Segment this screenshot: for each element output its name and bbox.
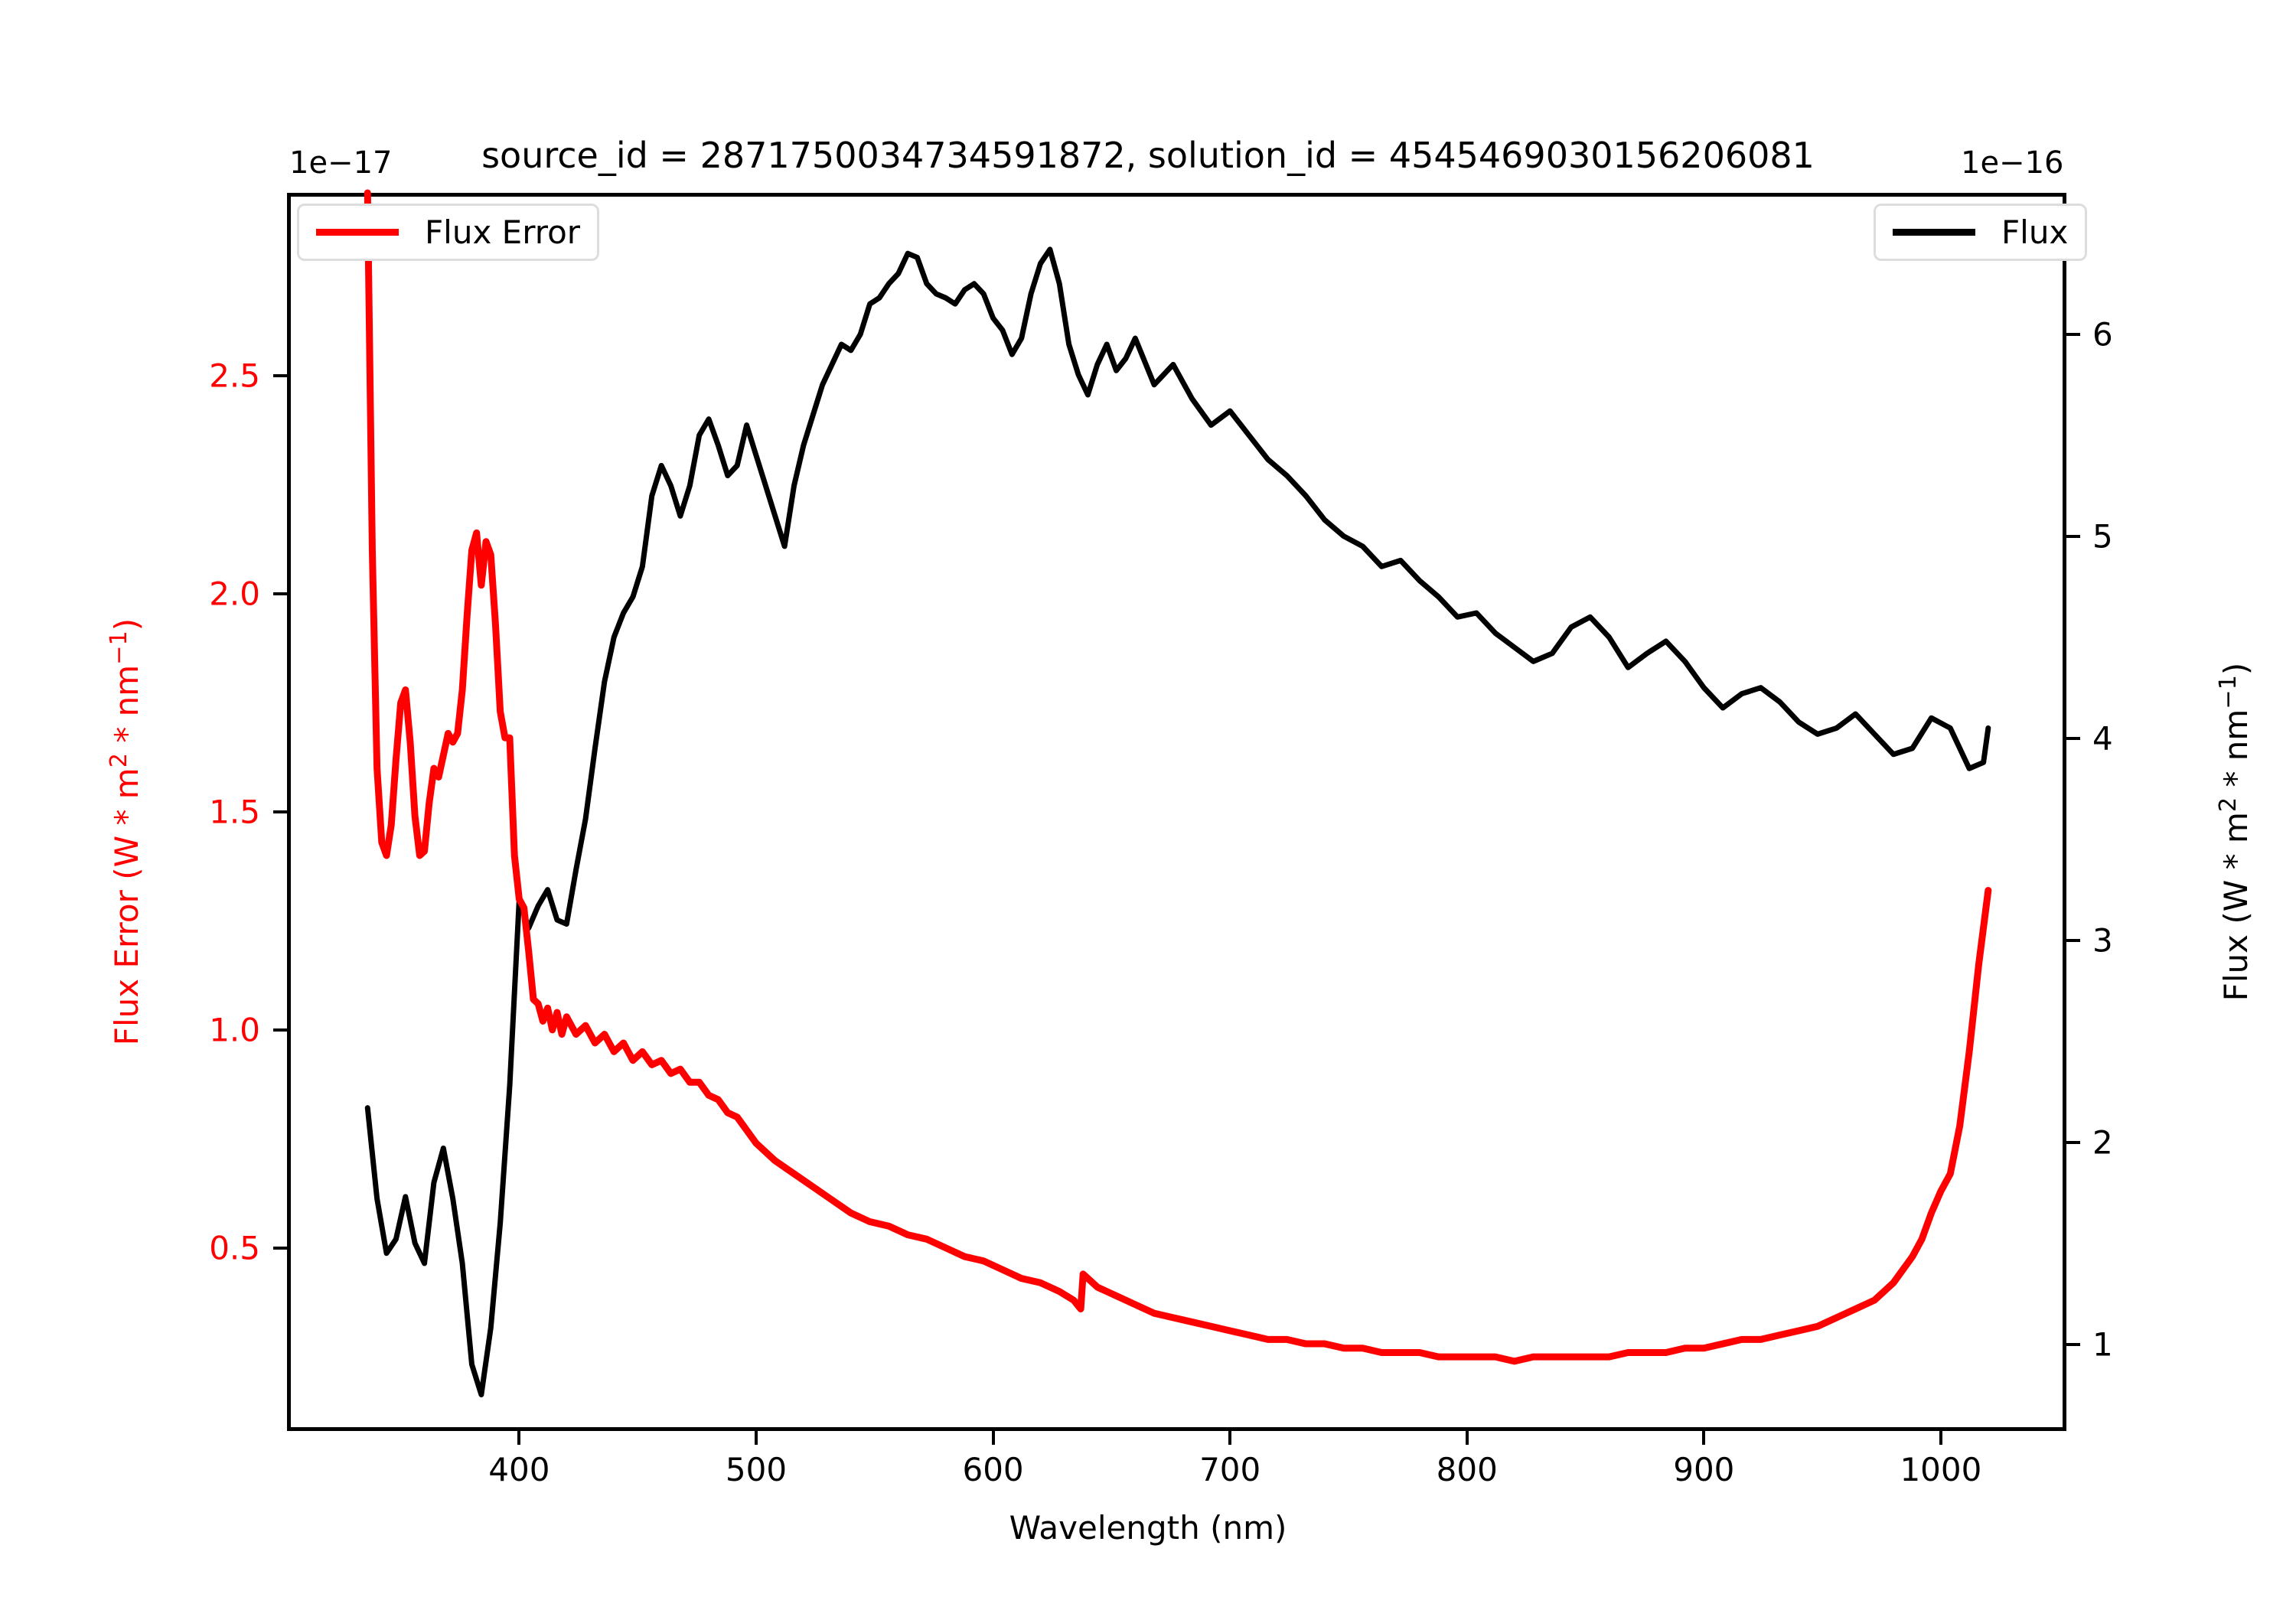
x-tick-label-500: 500 bbox=[725, 1451, 788, 1488]
right-y-tick-6 bbox=[2066, 332, 2080, 336]
left-y-tick-label-1.5: 1.5 bbox=[209, 793, 260, 831]
legend-flux[interactable]: Flux bbox=[1874, 204, 2088, 261]
right-y-axis-label-sup1: 2 bbox=[2215, 797, 2242, 813]
right-y-axis-label-sup2: −1 bbox=[2215, 675, 2242, 709]
x-tick-label-600: 600 bbox=[962, 1451, 1024, 1488]
right-y-tick-label-5: 5 bbox=[2092, 517, 2113, 556]
left-y-axis-label-mid: * nm bbox=[108, 664, 145, 754]
left-axis-offset-text: 1e−17 bbox=[289, 145, 393, 181]
x-tick-label-700: 700 bbox=[1199, 1451, 1261, 1488]
right-y-tick-label-4: 4 bbox=[2092, 719, 2113, 758]
right-y-tick-label-1: 1 bbox=[2092, 1325, 2113, 1363]
legend-swatch-flux bbox=[1893, 229, 1975, 236]
left-y-axis-label-suffix: ) bbox=[108, 618, 145, 631]
right-y-tick-label-3: 3 bbox=[2092, 921, 2113, 960]
x-tick-label-400: 400 bbox=[488, 1451, 550, 1488]
legend-flux-error[interactable]: Flux Error bbox=[297, 204, 600, 261]
left-y-axis-label: Flux Error (W * m2 * nm−1) bbox=[106, 296, 145, 1367]
right-y-tick-3 bbox=[2066, 938, 2080, 942]
left-y-axis-label-sup1: 2 bbox=[106, 753, 132, 768]
legend-label-flux-error: Flux Error bbox=[425, 214, 581, 251]
right-y-tick-5 bbox=[2066, 534, 2080, 538]
left-y-tick-label-1.0: 1.0 bbox=[209, 1011, 260, 1049]
chart-title: source_id = 2871750034734591872, solutio… bbox=[481, 135, 1815, 176]
left-y-tick-1.0 bbox=[273, 1028, 287, 1032]
left-y-tick-label-2.0: 2.0 bbox=[209, 575, 260, 613]
flux-line bbox=[364, 246, 1991, 1397]
right-y-tick-label-2: 2 bbox=[2092, 1123, 2113, 1162]
x-tick-900 bbox=[1702, 1431, 1706, 1445]
x-tick-700 bbox=[1228, 1431, 1232, 1445]
right-y-tick-2 bbox=[2066, 1140, 2080, 1144]
right-y-axis-label-mid: * nm bbox=[2217, 709, 2255, 797]
right-y-axis-label: Flux (W * m2 * nm−1) bbox=[2215, 296, 2255, 1367]
right-y-tick-label-6: 6 bbox=[2092, 315, 2113, 354]
plot-frame bbox=[287, 193, 2066, 1431]
left-y-tick-2.0 bbox=[273, 592, 287, 596]
right-y-tick-1 bbox=[2066, 1342, 2080, 1346]
x-tick-800 bbox=[1465, 1431, 1469, 1445]
x-tick-label-800: 800 bbox=[1436, 1451, 1498, 1488]
legend-swatch-flux-error bbox=[316, 229, 399, 236]
right-y-axis-label-suffix: ) bbox=[2217, 662, 2255, 676]
x-tick-1000 bbox=[1939, 1431, 1942, 1445]
legend-label-flux: Flux bbox=[2001, 214, 2069, 251]
right-axis-offset-text: 1e−16 bbox=[1961, 145, 2064, 181]
plot-curves bbox=[364, 189, 1992, 1397]
left-y-tick-0.5 bbox=[273, 1246, 287, 1250]
left-y-tick-label-2.5: 2.5 bbox=[209, 357, 260, 395]
left-y-tick-label-0.5: 0.5 bbox=[209, 1229, 260, 1267]
flux-error-line bbox=[364, 189, 1992, 1365]
x-tick-500 bbox=[754, 1431, 758, 1445]
x-tick-400 bbox=[517, 1431, 521, 1445]
x-tick-label-900: 900 bbox=[1673, 1451, 1735, 1488]
left-y-tick-2.5 bbox=[273, 374, 287, 378]
x-axis-label: Wavelength (nm) bbox=[1009, 1509, 1287, 1547]
right-y-axis-label-prefix: Flux (W * m bbox=[2217, 812, 2255, 1002]
left-y-axis-label-prefix: Flux Error (W * m bbox=[108, 768, 145, 1046]
right-y-tick-4 bbox=[2066, 736, 2080, 740]
left-y-tick-1.5 bbox=[273, 810, 287, 813]
left-y-axis-label-sup2: −1 bbox=[106, 631, 132, 665]
x-tick-600 bbox=[991, 1431, 995, 1445]
x-tick-label-1000: 1000 bbox=[1900, 1451, 1982, 1488]
